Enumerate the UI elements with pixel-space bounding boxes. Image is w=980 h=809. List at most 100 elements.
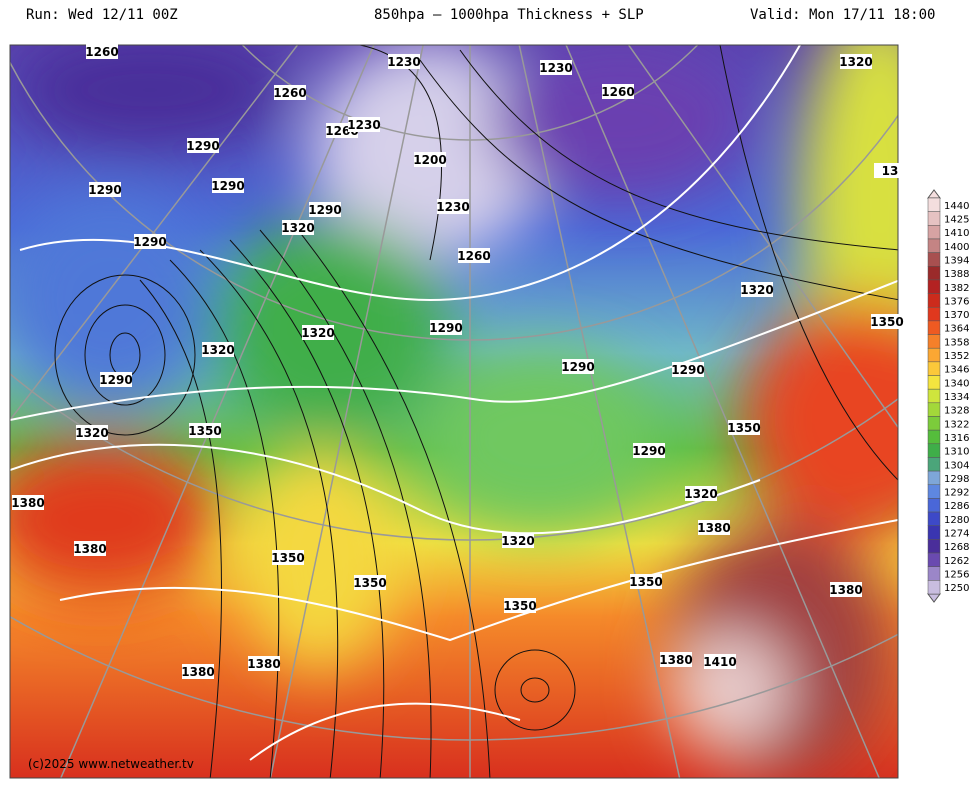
label-box [74, 541, 106, 556]
colorbar-cell [927, 388, 941, 404]
colorbar-label: 1364 [944, 324, 969, 335]
colorbar-cell [927, 511, 941, 526]
colorbar-label: 1340 [944, 378, 969, 389]
contour-label: 1260 [85, 45, 118, 59]
colorbar-cell [927, 498, 941, 513]
colorbar-label: 1352 [944, 351, 969, 362]
contour-label: 1380 [247, 657, 280, 671]
colorbar-label: 1394 [944, 255, 969, 266]
contour-label: 1380 [73, 542, 106, 556]
colorbar-label: 1370 [944, 310, 969, 321]
label-box [540, 60, 572, 75]
colorbar-label: 1322 [944, 419, 969, 430]
colorbar-cell [927, 566, 941, 581]
contour-label: 1290 [99, 373, 132, 387]
label-box [274, 85, 306, 100]
colorbar-cell [927, 552, 941, 567]
label-box [187, 138, 219, 153]
colorbar-label: 1256 [944, 570, 969, 581]
colorbar-cell [927, 225, 941, 240]
contour-label: 1320 [201, 343, 234, 357]
colorbar-label: 1292 [944, 488, 969, 499]
label-box [272, 550, 304, 565]
colorbar-cell [927, 197, 941, 212]
label-box [685, 486, 717, 501]
contour-label: 1320 [740, 283, 773, 297]
colorbar-cell [927, 306, 941, 322]
contour-label: 1320 [501, 534, 534, 548]
colorbar-label: 1388 [944, 269, 969, 280]
colorbar-label: 1400 [944, 242, 969, 253]
label-box [354, 575, 386, 590]
colorbar-label: 1346 [944, 365, 969, 376]
label-box [698, 520, 730, 535]
colorbar-label: 1262 [944, 556, 969, 567]
chart-title: 850hpa – 1000hpa Thickness + SLP [374, 7, 644, 23]
contour-label: 1350 [271, 551, 304, 565]
label-box [633, 443, 665, 458]
isobars [54, 45, 898, 778]
label-box [182, 664, 214, 679]
label-box [672, 362, 704, 377]
contour-label: 1290 [671, 363, 704, 377]
colorbar-label: 1425 [944, 214, 969, 225]
colorbar-cell [927, 334, 941, 349]
colorbar-label: 1250 [944, 583, 969, 594]
label-box [437, 199, 469, 214]
contour-label: 1230 [539, 61, 572, 75]
contour-label: 1260 [457, 249, 490, 263]
colorbar-label: 1382 [944, 283, 969, 294]
contour-label: 1320 [281, 221, 314, 235]
colorbar-cell [927, 416, 941, 431]
label-box [282, 220, 314, 235]
label-box [302, 325, 334, 340]
contour-label: 1350 [727, 421, 760, 435]
colorbar-label: 1304 [944, 460, 969, 471]
credit: (c)2025 www.netweather.tv [28, 757, 194, 771]
label-box [660, 652, 692, 667]
contour-label: 1380 [11, 496, 44, 510]
contour-label: 1380 [697, 521, 730, 535]
colorbar-cell [927, 443, 941, 458]
colorbar-cell [927, 457, 941, 472]
contour-label: 1350 [353, 576, 386, 590]
contour-label: 1380 [659, 653, 692, 667]
contour-label: 1350 [503, 599, 536, 613]
colorbar-cap [927, 593, 941, 603]
colorbar-cell [927, 470, 941, 486]
label-box [458, 248, 490, 263]
contour-label: 1320 [301, 326, 334, 340]
colorbar-cell [927, 580, 941, 595]
label-box [348, 117, 380, 132]
contour-label: 1290 [632, 444, 665, 458]
colorbar-cell [927, 211, 941, 226]
label-box [728, 420, 760, 435]
label-box [562, 359, 594, 374]
contour-label: 13 [882, 164, 899, 178]
colorbar-cell [927, 266, 941, 281]
map-field [10, 45, 898, 778]
contour-label: 1290 [88, 183, 121, 197]
contour-label: 1260 [273, 86, 306, 100]
contour-label: 1290 [561, 360, 594, 374]
colorbar-cell [927, 402, 941, 417]
label-box [100, 372, 132, 387]
label-box [874, 163, 906, 178]
label-box [248, 656, 280, 671]
contour-label: 1320 [75, 426, 108, 440]
label-box [630, 574, 662, 589]
contour-label: 1350 [188, 424, 221, 438]
label-box [602, 84, 634, 99]
label-box [430, 320, 462, 335]
label-box [309, 202, 341, 217]
contour-label: 1200 [413, 153, 446, 167]
colorbar-label: 1358 [944, 337, 969, 348]
contour-label: 1260 [601, 85, 634, 99]
colorbar-label: 1274 [944, 529, 969, 540]
colorbar-cell [927, 238, 941, 253]
contour-label: 1380 [829, 583, 862, 597]
colorbar-label: 1286 [944, 501, 969, 512]
run-label: Run: Wed 12/11 00Z [26, 7, 178, 23]
